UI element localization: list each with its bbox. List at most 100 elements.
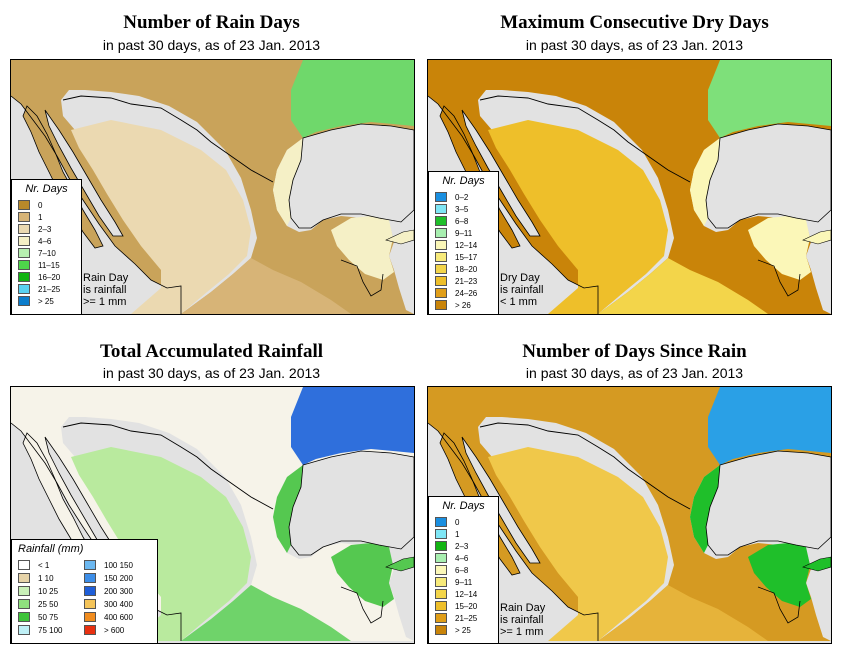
panel-subtitle: in past 30 days, as of 23 Jan. 2013 [525,365,744,381]
panel-title: Maximum Consecutive Dry Days [500,12,769,33]
legend-item: 200 300 [84,586,133,597]
legend-swatch [18,625,30,635]
legend-swatch [435,252,447,262]
yucatan [331,543,394,607]
legend-swatch [18,612,30,622]
panel-title: Number of Rain Days [123,12,300,33]
legend-swatch [84,573,96,583]
legend-swatch [435,204,447,214]
legend-item: 9–11 [435,577,472,588]
legend-swatch [435,577,447,587]
legend-swatch [435,553,447,563]
legend-swatch [435,216,447,226]
legend-item: 3–5 [435,204,468,215]
legend-swatch [84,625,96,635]
legend-item: 16–20 [18,272,60,283]
legend-item: 12–14 [435,589,477,600]
legend-swatch [18,296,30,306]
mexico-map [11,387,414,643]
legend-swatch [18,599,30,609]
map-frame [10,386,415,644]
legend-item: 21–25 [18,284,60,295]
legend: Nr. Days 0 1 2–3 4–6 6–8 9–11 12–14 15–20 21–25 >… [428,496,499,644]
legend-swatch [84,586,96,596]
legend-item: > 26 [435,300,471,311]
legend-swatch [18,284,30,294]
central-america-border [340,259,384,297]
yucatan [331,216,394,280]
legend-item: 24–26 [435,288,477,299]
legend-title: Nr. Days [25,183,68,195]
panel-total-rainfall: Total Accumulated Rainfall in past 30 da… [0,329,423,658]
legend-note: Rain Day is rainfall >= 1 mm [83,272,129,308]
legend-item: 2–3 [18,224,51,235]
panel-dry-days: Maximum Consecutive Dry Days in past 30 … [423,0,846,329]
legend-item: > 25 [435,625,471,636]
legend-item: 9–11 [435,228,472,239]
legend-swatch [435,601,447,611]
legend-item: 7–10 [18,248,56,259]
legend-item: 12–14 [435,240,477,251]
panel-days-since-rain: Number of Days Since Rain in past 30 day… [423,329,846,658]
central-america-border [757,259,801,297]
legend-swatch [18,586,30,596]
legend-swatch [18,272,30,282]
gulf-of-mexico [705,450,831,556]
panel-subtitle: in past 30 days, as of 23 Jan. 2013 [102,365,321,381]
legend-item: 0 [18,200,42,211]
legend-swatch [435,541,447,551]
legend: Nr. Days 0–2 3–5 6–8 9–11 12–14 15–17 18–20 21–… [428,171,499,315]
legend-swatch [18,560,30,570]
legend: Rainfall (mm) < 1 1 10 10 25 25 50 50 75 75 1… [11,539,158,644]
legend-swatch [435,240,447,250]
legend-swatch [18,248,30,258]
legend-swatch [435,625,447,635]
pacific-coastline [428,95,599,314]
legend-swatch [435,517,447,527]
land-east [708,387,831,465]
land-south [598,258,768,314]
legend-item: 150 200 [84,573,133,584]
central-america-border [757,586,801,624]
land-central [488,447,668,641]
legend-item: 300 400 [84,599,133,610]
legend-item: 18–20 [435,264,477,275]
legend-item: 15–17 [435,252,477,263]
land-east [291,60,414,138]
us-mexico-border [62,95,274,183]
legend-item: 75 100 [18,625,62,636]
land-central [488,120,668,314]
land-gulf-coast [690,465,728,553]
legend-item: 400 600 [84,612,133,623]
land-gulf-coast [273,138,311,226]
legend-item: 15–20 [435,601,477,612]
legend-swatch [435,264,447,274]
pacific-coastline [428,422,599,641]
us-mexico-border [479,95,691,183]
legend-swatch [84,612,96,622]
land-central [71,447,251,641]
legend-swatch [435,529,447,539]
legend-swatch [18,260,30,270]
gulf-of-mexico [705,123,831,229]
us-mexico-border [479,422,691,510]
legend-swatch [435,613,447,623]
legend: Nr. Days 0 1 2–3 4–6 7–10 11–15 16–20 21–25 > 25 [11,179,82,315]
cuba [385,556,414,572]
legend-item: 6–8 [435,216,468,227]
legend-item: 6–8 [435,565,468,576]
legend-swatch [435,288,447,298]
legend-item: 21–23 [435,276,477,287]
legend-item: 10 25 [18,586,58,597]
legend-item: 0 [435,517,459,528]
land-gulf-coast [690,138,728,226]
legend-note: Dry Day is rainfall < 1 mm [500,272,544,308]
legend-title: Nr. Days [442,500,485,512]
legend-swatch [435,300,447,310]
legend-item: 0–2 [435,192,468,203]
legend-title: Nr. Days [442,175,485,187]
legend-swatch [435,565,447,575]
legend-swatch [18,200,30,210]
land-south [181,258,351,314]
legend-item: 4–6 [435,553,468,564]
